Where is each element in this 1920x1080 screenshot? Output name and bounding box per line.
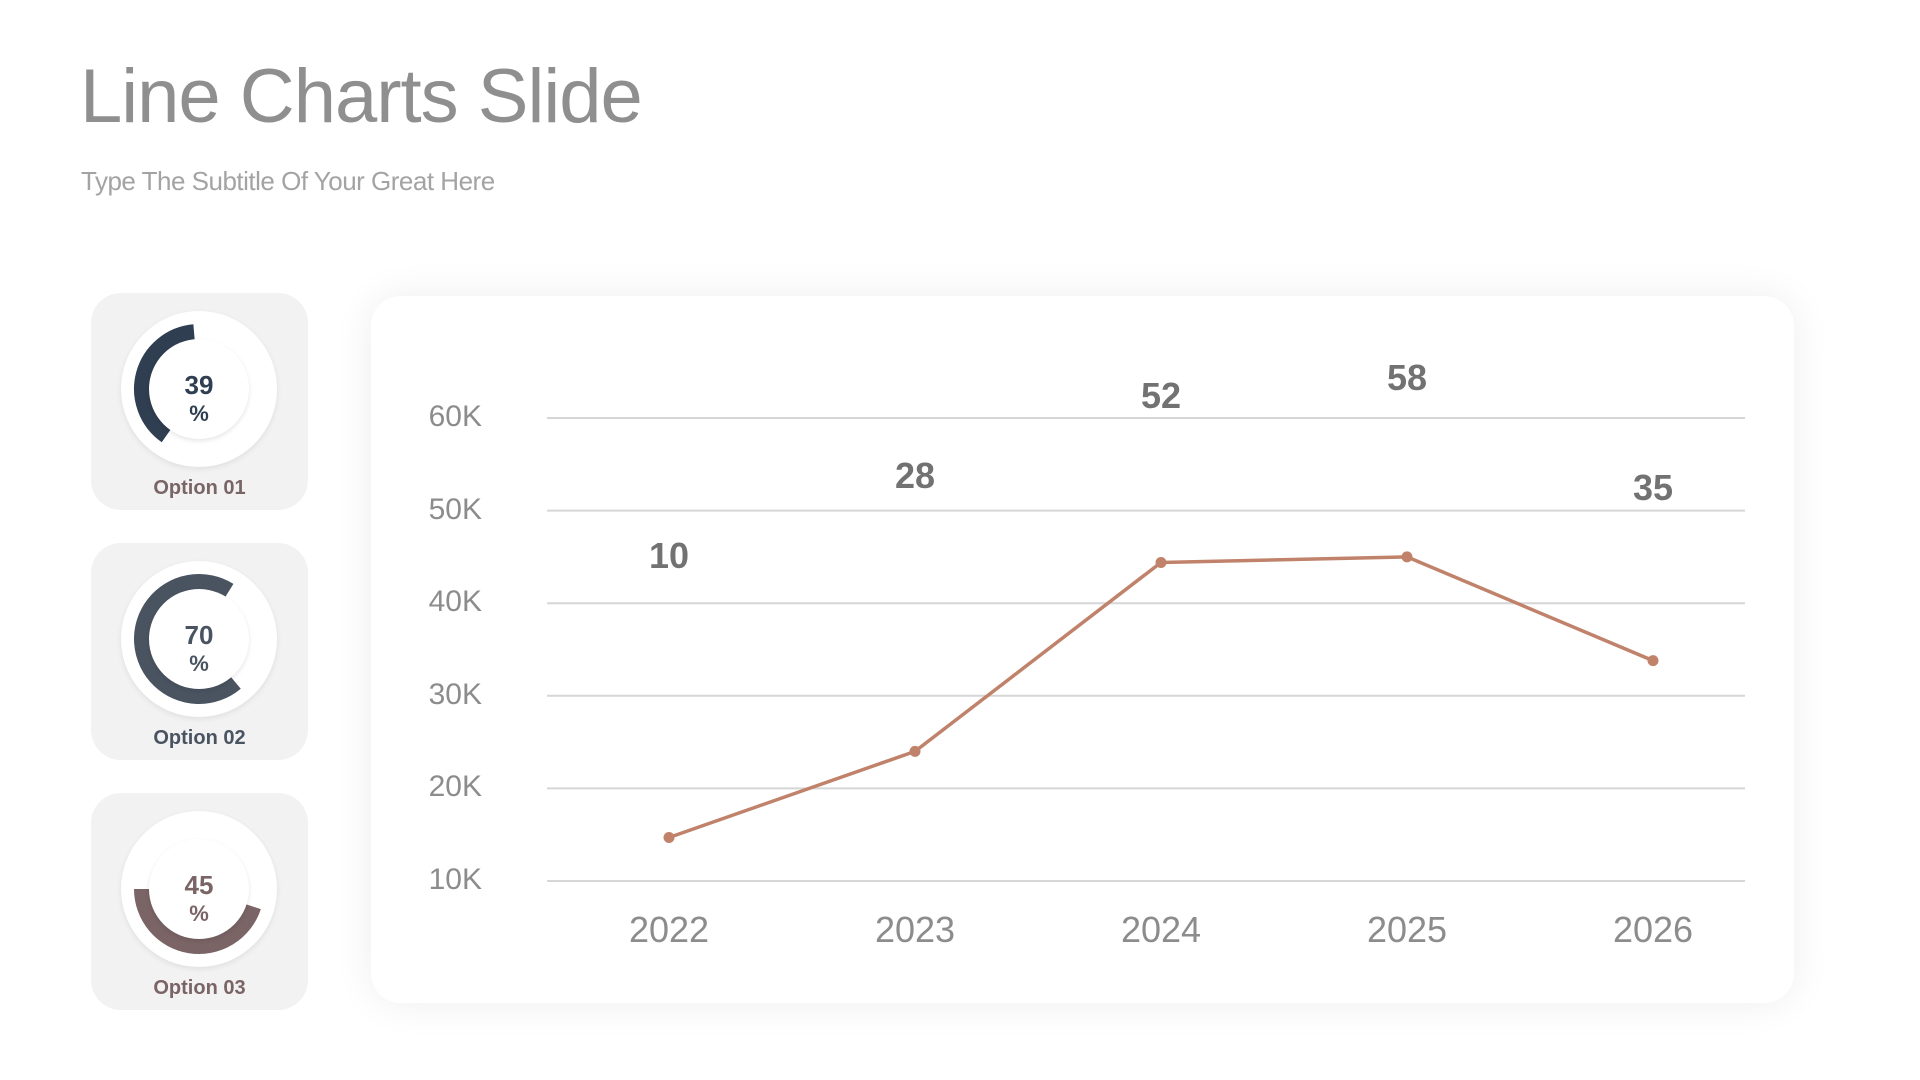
data-label: 35 [1632, 467, 1674, 508]
option-label-1: Option 01 [153, 477, 246, 499]
y-axis-tick-label: 50K [428, 492, 482, 526]
y-axis-tick-label: 60K [428, 400, 482, 433]
donut-arc-3 [134, 888, 261, 954]
data-label: 10 [648, 535, 690, 576]
donut-chart-1: 39 % [121, 311, 277, 467]
line-chart-card: 10K 20K 30K 40K 50K 60K 2022 10 2023 28 2024 52 2025… [371, 296, 1794, 1003]
option-unit-3: % [189, 901, 209, 926]
y-axis-tick-label: 20K [428, 770, 482, 804]
option-value-1: 39 [184, 370, 214, 400]
donut-chart-2: 70 % [121, 561, 277, 717]
option-card-3: 45 % Option 03 [91, 793, 308, 1010]
x-axis-tick-label: 2024 [1120, 909, 1202, 950]
line-chart-plot [547, 417, 1745, 882]
x-axis-tick-label: 2026 [1612, 909, 1694, 950]
data-label: 58 [1386, 357, 1428, 398]
x-axis-tick-label: 2025 [1366, 909, 1448, 950]
donut-chart-3: 45 % [121, 811, 277, 967]
donut-arc-2 [134, 574, 241, 704]
option-card-2: 70 % Option 02 [91, 543, 308, 760]
option-label-3: Option 03 [153, 977, 246, 999]
option-value-2: 70 [184, 620, 214, 650]
x-axis-tick-label: 2022 [628, 909, 710, 950]
y-axis-tick-label: 40K [428, 585, 482, 619]
y-axis-tick-label: 30K [428, 677, 482, 711]
option-card-1: 39 % Option 01 [91, 293, 308, 510]
option-value-3: 45 [184, 870, 214, 900]
option-label-2: Option 02 [153, 727, 246, 749]
option-unit-1: % [189, 401, 209, 426]
option-unit-2: % [189, 651, 209, 676]
slide-subtitle: Type The Subtitle Of Your Great Here [81, 166, 495, 196]
slide-title: Line Charts Slide [80, 54, 643, 139]
x-axis-tick-label: 2023 [874, 909, 956, 950]
data-label: 52 [1140, 375, 1182, 416]
y-axis-tick-label: 10K [428, 863, 482, 896]
data-label: 28 [894, 455, 936, 496]
donut-arc-1 [134, 324, 196, 443]
